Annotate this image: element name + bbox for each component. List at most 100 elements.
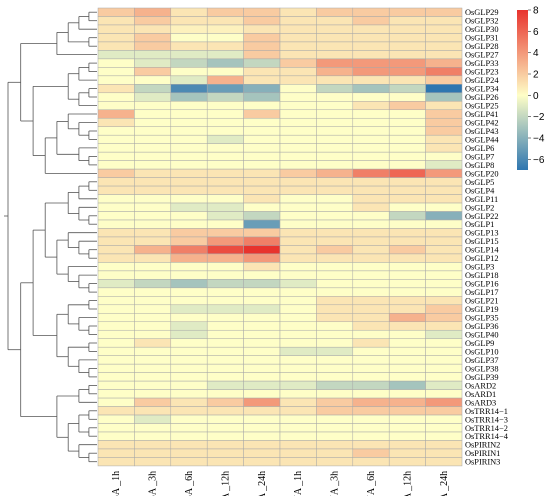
heatmap-cell: [316, 346, 354, 356]
heatmap-cell: [170, 92, 208, 102]
heatmap-cell: [97, 84, 135, 94]
row-label: OsGLP1: [465, 220, 494, 229]
heatmap-cell: [316, 338, 354, 348]
heatmap-cell: [97, 194, 135, 204]
heatmap-cell: [316, 372, 354, 382]
heatmap-cell: [243, 414, 281, 424]
row-label: OsGLP33: [465, 59, 499, 68]
heatmap-cell: [388, 448, 426, 458]
heatmap-cell: [279, 92, 317, 102]
heatmap-cell: [243, 313, 281, 323]
heatmap-cell: [388, 423, 426, 433]
heatmap-cell: [352, 296, 390, 306]
row-label: OsGLP26: [465, 93, 499, 102]
heatmap-cell: [425, 262, 463, 272]
heatmap-cell: [134, 101, 172, 111]
row-label: OsGLP32: [465, 17, 499, 26]
heatmap-cell: [97, 151, 135, 161]
heatmap-cell: [97, 431, 135, 441]
heatmap-cell: [170, 7, 208, 17]
heatmap-cell: [243, 101, 281, 111]
heatmap-cell: [170, 126, 208, 136]
heatmap-cell: [134, 67, 172, 77]
heatmap-cell: [134, 262, 172, 272]
heatmap-cell: [388, 101, 426, 111]
heatmap-cell: [425, 440, 463, 450]
heatmap-cell: [206, 211, 244, 221]
column-label: JA _24h: [439, 471, 450, 496]
heatmap-cell: [206, 202, 244, 212]
heatmap-cell: [170, 41, 208, 51]
heatmap-cell: [206, 16, 244, 26]
heatmap-cell: [170, 279, 208, 289]
heatmap-cell: [243, 194, 281, 204]
heatmap-cell: [316, 211, 354, 221]
heatmap-cell: [243, 448, 281, 458]
heatmap-cell: [316, 355, 354, 365]
heatmap-cell: [316, 24, 354, 34]
heatmap-cell: [316, 143, 354, 153]
heatmap-cell: [279, 101, 317, 111]
row-label: OsGLP10: [465, 347, 499, 356]
heatmap-cell: [206, 380, 244, 390]
heatmap-cell: [97, 321, 135, 331]
heatmap-cell: [97, 41, 135, 51]
heatmap-cell: [425, 279, 463, 289]
heatmap-cell: [316, 363, 354, 373]
heatmap-cell: [170, 245, 208, 255]
heatmap-cell: [206, 313, 244, 323]
heatmap-cell: [425, 329, 463, 339]
heatmap-cell: [206, 287, 244, 297]
heatmap-cell: [170, 457, 208, 467]
heatmap-cell: [279, 151, 317, 161]
heatmap-cell: [170, 287, 208, 297]
heatmap-cell: [388, 253, 426, 263]
heatmap-cell: [134, 236, 172, 246]
heatmap-cell: [425, 414, 463, 424]
heatmap-cell: [352, 109, 390, 119]
heatmap-cell: [243, 151, 281, 161]
heatmap-cell: [243, 253, 281, 263]
heatmap-cell: [134, 448, 172, 458]
row-label: OsGLP15: [465, 237, 499, 246]
heatmap-cell: [170, 406, 208, 416]
heatmap-cell: [388, 440, 426, 450]
heatmap-cell: [97, 143, 135, 153]
heatmap-cell: [388, 41, 426, 51]
heatmap-cell: [134, 160, 172, 170]
heatmap-cell: [170, 109, 208, 119]
heatmap-cell: [170, 346, 208, 356]
column-label: ABA _6h: [184, 471, 195, 496]
row-label: OsGLP5: [465, 178, 494, 187]
heatmap-cell: [425, 185, 463, 195]
heatmap-cell: [243, 236, 281, 246]
heatmap-cell: [206, 457, 244, 467]
column-labels: ABA _1h ABA _3h ABA _6h ABA _12h ABA _24h JA …: [111, 471, 450, 496]
heatmap-cell: [352, 338, 390, 348]
heatmap-cell: [352, 151, 390, 161]
heatmap-cell: [425, 24, 463, 34]
heatmap-cell: [170, 33, 208, 43]
column-label: JA _3h: [330, 471, 341, 496]
heatmap-cell: [170, 355, 208, 365]
heatmap-cell: [388, 160, 426, 170]
heatmap-cell: [206, 117, 244, 127]
heatmap-cell: [206, 329, 244, 339]
heatmap-cell: [352, 160, 390, 170]
heatmap-cell: [352, 50, 390, 60]
heatmap-cell: [279, 440, 317, 450]
heatmap-cell: [134, 75, 172, 85]
heatmap-cell: [97, 270, 135, 280]
heatmap-cell: [243, 16, 281, 26]
heatmap-cell: [134, 177, 172, 187]
heatmap-cell: [316, 321, 354, 331]
heatmap-cell: [352, 389, 390, 399]
heatmap-cell: [352, 92, 390, 102]
heatmap-cell: [134, 329, 172, 339]
heatmap-cell: [97, 75, 135, 85]
heatmap-cell: [425, 296, 463, 306]
heatmap-cell: [352, 431, 390, 441]
heatmap-cell: [206, 168, 244, 178]
heatmap-cell: [316, 185, 354, 195]
heatmap-cell: [279, 109, 317, 119]
